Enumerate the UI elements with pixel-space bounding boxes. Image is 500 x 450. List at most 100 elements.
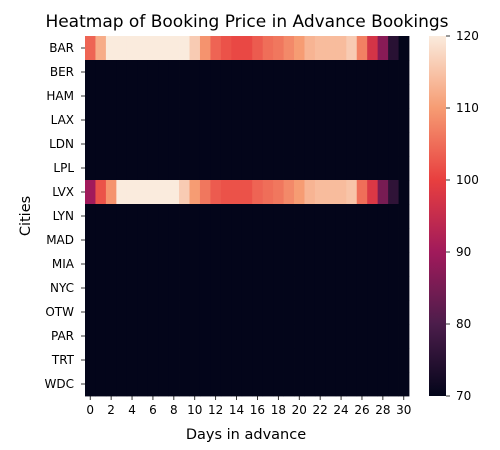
heatmap-cell-ham-27	[367, 84, 379, 109]
heatmap-cell-lyn-30	[398, 204, 410, 229]
y-tick-label-bar: BAR	[49, 41, 74, 55]
heatmap-cell-bar-6	[147, 36, 159, 61]
heatmap-cell-nyc-5	[137, 276, 149, 301]
heatmap-cell-trt-15	[241, 348, 253, 373]
x-tick-label-4: 4	[128, 403, 136, 417]
heatmap-cell-lpl-26	[356, 156, 368, 181]
heatmap-cell-lvx-23	[325, 180, 337, 205]
heatmap-cell-trt-30	[398, 348, 410, 373]
heatmap-cell-ham-25	[346, 84, 358, 109]
heatmap-cell-ldn-27	[367, 132, 379, 157]
heatmap-cell-par-6	[147, 324, 159, 349]
heatmap-cell-ber-17	[262, 60, 274, 85]
heatmap-cell-otw-14	[231, 300, 243, 325]
heatmap-cell-ber-15	[241, 60, 253, 85]
heatmap-cell-mia-28	[377, 252, 389, 277]
heatmap-cell-otw-7	[158, 300, 170, 325]
heatmap-cell-trt-5	[137, 348, 149, 373]
heatmap-cell-ldn-28	[377, 132, 389, 157]
heatmap-cell-lax-19	[283, 108, 295, 133]
heatmap-cell-wdc-24	[335, 372, 347, 397]
heatmap-cell-lpl-10	[189, 156, 201, 181]
heatmap-cell-mad-26	[356, 228, 368, 253]
heatmap-cell-ber-29	[388, 60, 399, 85]
heatmap-cell-lyn-15	[241, 204, 253, 229]
y-tick-label-wdc: WDC	[45, 377, 74, 391]
heatmap-cell-nyc-15	[241, 276, 253, 301]
heatmap-cell-lvx-14	[231, 180, 243, 205]
heatmap-cell-lax-30	[398, 108, 410, 133]
heatmap-cell-ham-9	[179, 84, 190, 109]
heatmap-cell-nyc-7	[158, 276, 170, 301]
heatmap-cell-nyc-3	[116, 276, 128, 301]
heatmap-cell-mad-15	[241, 228, 253, 253]
heatmap-cell-ldn-7	[158, 132, 170, 157]
heatmap-cell-lvx-6	[147, 180, 159, 205]
y-tick-label-otw: OTW	[45, 305, 74, 319]
x-axis-label: Days in advance	[186, 427, 306, 443]
heatmap-cell-lax-0	[85, 108, 96, 133]
heatmap-cell-lvx-29	[388, 180, 399, 205]
heatmap-cell-otw-6	[147, 300, 159, 325]
heatmap-cell-mia-27	[367, 252, 379, 277]
heatmap-cell-otw-22	[314, 300, 326, 325]
heatmap-cell-wdc-12	[210, 372, 222, 397]
heatmap-cell-ham-17	[262, 84, 274, 109]
heatmap-cell-wdc-19	[283, 372, 295, 397]
heatmap-cell-ldn-14	[231, 132, 243, 157]
heatmap-cell-lyn-18	[273, 204, 284, 229]
heatmap-cell-ldn-16	[252, 132, 264, 157]
heatmap-cell-ber-20	[294, 60, 305, 85]
heatmap-cell-lax-15	[241, 108, 253, 133]
colorbar-tick-label-120: 120	[456, 29, 479, 43]
heatmap-cell-ber-11	[199, 60, 211, 85]
y-tick-label-mia: MIA	[52, 257, 75, 271]
heatmap-cell-ber-5	[137, 60, 149, 85]
heatmap-cell-nyc-27	[367, 276, 379, 301]
heatmap-cell-lax-24	[335, 108, 347, 133]
heatmap-cell-lpl-27	[367, 156, 379, 181]
heatmap-cell-lax-14	[231, 108, 243, 133]
heatmap-cell-mad-1	[95, 228, 107, 253]
heatmap-cell-trt-26	[356, 348, 368, 373]
heatmap-cell-bar-1	[95, 36, 107, 61]
heatmap-cell-ber-28	[377, 60, 389, 85]
heatmap-cell-ham-30	[398, 84, 410, 109]
heatmap-cell-lpl-0	[85, 156, 96, 181]
heatmap-cell-mad-11	[199, 228, 211, 253]
heatmap-cell-lvx-2	[105, 180, 117, 205]
heatmap-cell-lyn-26	[356, 204, 368, 229]
heatmap-cell-par-29	[388, 324, 399, 349]
heatmap-cell-bar-26	[356, 36, 368, 61]
heatmap-cell-lpl-6	[147, 156, 159, 181]
heatmap-cell-lpl-11	[199, 156, 211, 181]
heatmap-cell-lax-8	[168, 108, 180, 133]
heatmap-cell-otw-10	[189, 300, 201, 325]
heatmap-cell-ldn-15	[241, 132, 253, 157]
heatmap-cell-lyn-24	[335, 204, 347, 229]
heatmap-cell-lyn-7	[158, 204, 170, 229]
x-tick-label-18: 18	[271, 403, 286, 417]
heatmap-cell-mad-4	[126, 228, 138, 253]
heatmap-cell-nyc-22	[314, 276, 326, 301]
heatmap-cell-trt-23	[325, 348, 337, 373]
heatmap-cell-trt-11	[199, 348, 211, 373]
heatmap-cell-lax-27	[367, 108, 379, 133]
heatmap-cell-mia-1	[95, 252, 107, 277]
heatmap-cell-lvx-18	[273, 180, 284, 205]
heatmap-cell-nyc-0	[85, 276, 96, 301]
heatmap-cell-ham-13	[220, 84, 232, 109]
heatmap-cell-par-0	[85, 324, 96, 349]
heatmap-cell-nyc-1	[95, 276, 107, 301]
heatmap-cell-lvx-10	[189, 180, 201, 205]
heatmap-cell-mia-5	[137, 252, 149, 277]
heatmap-cell-otw-16	[252, 300, 264, 325]
heatmap-cell-par-5	[137, 324, 149, 349]
heatmap-cell-lax-9	[179, 108, 190, 133]
heatmap-cell-lpl-4	[126, 156, 138, 181]
colorbar	[429, 36, 446, 396]
heatmap-cell-otw-25	[346, 300, 358, 325]
heatmap-cell-ldn-9	[179, 132, 190, 157]
heatmap-cell-par-10	[189, 324, 201, 349]
heatmap-cell-lyn-21	[304, 204, 316, 229]
